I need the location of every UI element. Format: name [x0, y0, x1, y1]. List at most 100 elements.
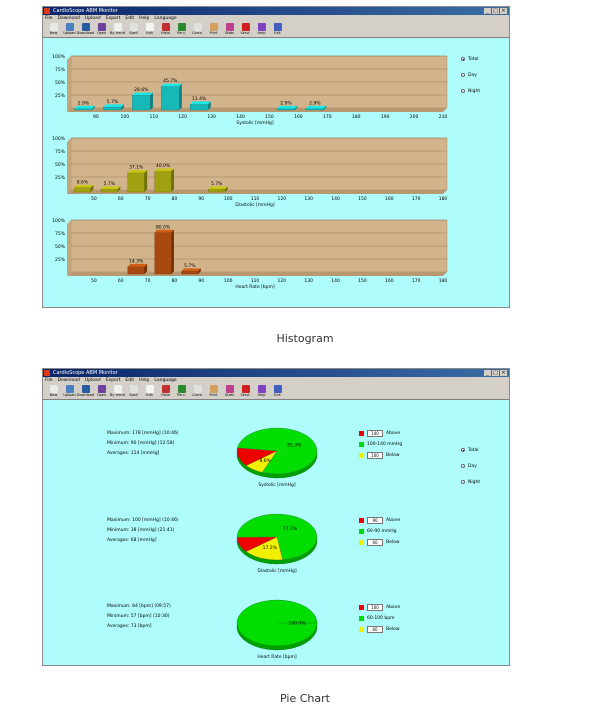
above-threshold-input[interactable]: 100 — [367, 604, 383, 611]
radio-label: Night — [468, 88, 481, 94]
menu-file[interactable]: File — [45, 378, 53, 383]
toolbar-pie-button[interactable]: Pie c. — [174, 22, 189, 37]
below-threshold-input[interactable]: 100 — [367, 452, 383, 459]
menu-upload[interactable]: Upload — [84, 16, 101, 21]
upload-icon — [65, 385, 74, 393]
x-tick-label: 60 — [118, 278, 124, 284]
toolbar-exit-button[interactable]: Exit — [270, 22, 285, 37]
print-icon — [209, 23, 218, 31]
minimize-button[interactable]: _ — [484, 8, 491, 14]
legend-label: Above — [386, 605, 401, 610]
toolbar-exit-button[interactable]: Exit — [270, 384, 285, 399]
menu-file[interactable]: File — [45, 16, 53, 21]
trend-icon — [113, 385, 122, 393]
toolbar-upload-button[interactable]: Upload — [62, 384, 77, 399]
toolbar-servi-button[interactable]: Servi. — [238, 22, 253, 37]
bar-side — [208, 101, 211, 110]
data-label: 5.7% — [104, 181, 116, 187]
bar-top — [103, 104, 125, 108]
window-title: CardioScope ABM Monitor — [53, 370, 118, 376]
toolbar-edit-button[interactable]: Edit — [142, 384, 157, 399]
below-threshold-input[interactable]: 60 — [367, 539, 383, 546]
toolbar-stats-button[interactable]: Stats — [222, 384, 237, 399]
menu-export[interactable]: Export — [105, 16, 121, 21]
toolbar-open-button[interactable]: Open — [94, 22, 109, 37]
legend-normal: 60-100 bpm — [359, 613, 400, 624]
radio-dot[interactable] — [461, 448, 465, 452]
toolbar-by-trend-button[interactable]: By trend — [110, 22, 125, 37]
toolbar-by-trend-button[interactable]: By trend — [110, 384, 125, 399]
toolbar-histo-button[interactable]: Histo — [158, 22, 173, 37]
radio-night[interactable]: Night — [461, 474, 480, 490]
toolbar-print-button[interactable]: Print — [206, 22, 221, 37]
above-threshold-input[interactable]: 90 — [367, 517, 383, 524]
exit-icon — [273, 23, 282, 31]
menu-export[interactable]: Export — [105, 378, 121, 383]
toolbar-help-button[interactable]: Help — [254, 384, 269, 399]
menu-edit[interactable]: Edit — [125, 378, 135, 383]
radio-dot[interactable] — [461, 464, 465, 468]
minimize-button[interactable]: _ — [484, 370, 491, 376]
toolbar-help-button[interactable]: Help — [254, 22, 269, 37]
toolbar-label: Exit — [274, 393, 281, 397]
below-threshold-input[interactable]: 60 — [367, 626, 383, 633]
x-tick-label: 130 — [304, 278, 313, 284]
new-icon — [49, 385, 58, 393]
data-label: 8.6% — [77, 180, 89, 186]
toolbar-stats-button[interactable]: Stats — [222, 22, 237, 37]
radio-day[interactable]: Day — [461, 458, 480, 474]
toolbar-new-button[interactable]: New — [46, 384, 61, 399]
x-tick-label: 130 — [207, 114, 216, 120]
histogram-panel: 100% 75% 50% 25% 50 60 70 80 90 100 110 120 130 140 15… — [52, 218, 447, 290]
toolbar-open-button[interactable]: Open — [94, 384, 109, 399]
toolbar-label: Corre. — [192, 393, 203, 397]
toolbar-spell-button[interactable]: Spell — [126, 22, 141, 37]
menu-edit[interactable]: Edit — [125, 16, 135, 21]
toolbar-print-button[interactable]: Print — [206, 384, 221, 399]
close-button[interactable]: × — [500, 8, 507, 14]
x-tick-label: 50 — [91, 278, 97, 284]
toolbar-servi-button[interactable]: Servi. — [238, 384, 253, 399]
above-threshold-input[interactable]: 140 — [367, 430, 383, 437]
toolbar-spell-button[interactable]: Spell — [126, 384, 141, 399]
menu-language[interactable]: Language — [154, 16, 177, 21]
menu-language[interactable]: Language — [154, 378, 177, 383]
data-label: 14.3% — [129, 259, 144, 265]
radio-dot[interactable] — [461, 57, 465, 61]
data-label: 5.7% — [211, 181, 223, 187]
x-tick-label: 150 — [358, 278, 367, 284]
menu-upload[interactable]: Upload — [84, 378, 101, 383]
toolbar-new-button[interactable]: New — [46, 22, 61, 37]
toolbar-histo-button[interactable]: Histo — [158, 384, 173, 399]
toolbar-corre-button[interactable]: Corre. — [190, 384, 205, 399]
menu-download[interactable]: Download — [57, 378, 80, 383]
toolbar-label: Download — [76, 393, 95, 397]
radio-night[interactable]: Night — [461, 83, 480, 99]
bar — [132, 94, 151, 111]
bar-top — [154, 168, 174, 172]
radio-dot[interactable] — [461, 89, 465, 93]
bar-top — [181, 268, 201, 272]
toolbar-upload-button[interactable]: Upload — [62, 22, 77, 37]
radio-day[interactable]: Day — [461, 67, 480, 83]
menu-download[interactable]: Download — [57, 16, 80, 21]
menu-help[interactable]: Help — [139, 16, 150, 21]
toolbar-corre-button[interactable]: Corre. — [190, 22, 205, 37]
toolbar-edit-button[interactable]: Edit — [142, 22, 157, 37]
toolbar-pie-button[interactable]: Pie c. — [174, 384, 189, 399]
pie-title: Systolic [mmHg] — [258, 482, 296, 488]
maximize-button[interactable]: □ — [492, 8, 499, 14]
close-button[interactable]: × — [500, 370, 507, 376]
bar-top — [127, 263, 148, 267]
toolbar-download-button[interactable]: Download — [76, 384, 95, 399]
radio-dot[interactable] — [461, 73, 465, 77]
open-icon — [97, 385, 106, 393]
systolic-stats: Maximum: 178 [mmHg] (10:46) Minimum: 90 … — [107, 429, 179, 459]
x-tick-label: 100 — [224, 278, 233, 284]
radio-dot[interactable] — [461, 480, 465, 484]
menu-help[interactable]: Help — [139, 378, 150, 383]
radio-total[interactable]: Total — [461, 442, 480, 458]
maximize-button[interactable]: □ — [492, 370, 499, 376]
toolbar-download-button[interactable]: Download — [77, 22, 94, 37]
radio-total[interactable]: Total — [461, 51, 480, 67]
